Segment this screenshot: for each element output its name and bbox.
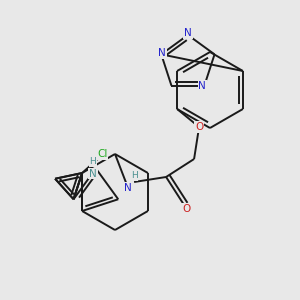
Text: N: N	[158, 48, 166, 58]
Text: H: H	[89, 157, 96, 166]
Text: O: O	[195, 122, 203, 132]
Text: N: N	[199, 81, 206, 91]
Text: N: N	[184, 28, 192, 38]
Text: N: N	[124, 183, 132, 193]
Text: N: N	[89, 169, 97, 178]
Text: O: O	[182, 204, 190, 214]
Text: Cl: Cl	[97, 149, 108, 159]
Text: H: H	[131, 172, 137, 181]
